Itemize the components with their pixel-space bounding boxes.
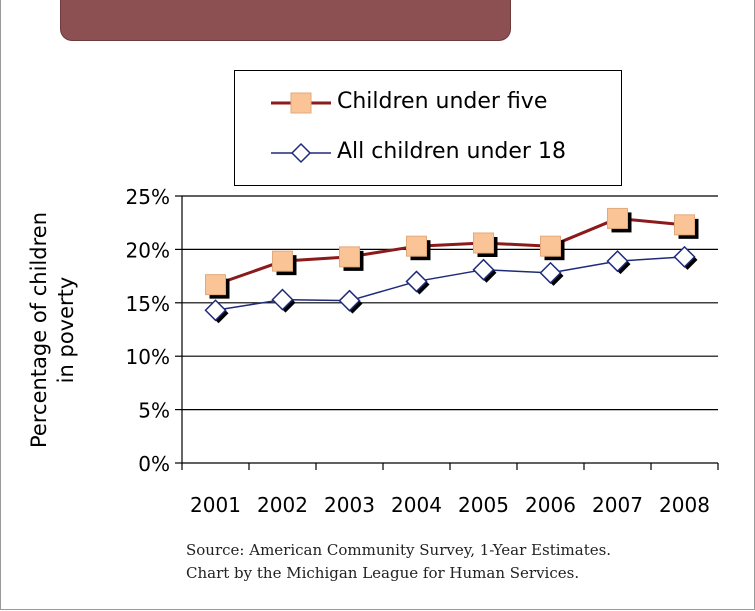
axes xyxy=(175,195,719,470)
data-point-under-five xyxy=(406,235,427,257)
x-tick-label: 2006 xyxy=(525,493,576,517)
source-note: Source: American Community Survey, 1-Yea… xyxy=(186,539,726,585)
x-tick-label: 2002 xyxy=(257,493,308,517)
x-tick-labels: 2001 2002 2003 2004 2005 2006 2007 2008 xyxy=(190,493,710,517)
gridlines xyxy=(182,195,718,411)
x-tick-label: 2004 xyxy=(391,493,442,517)
source-line-1: Source: American Community Survey, 1-Yea… xyxy=(186,541,612,559)
y-tick-label: 25% xyxy=(126,185,170,209)
data-point-under-five xyxy=(607,207,628,229)
data-point-under-18 xyxy=(472,258,495,281)
y-axis-label-line2: in poverty xyxy=(54,277,78,384)
x-tick-label: 2007 xyxy=(592,493,643,517)
x-tick-label: 2001 xyxy=(190,493,241,517)
y-axis-label-line1: Percentage of children xyxy=(27,212,51,448)
data-point-under-five xyxy=(205,274,226,296)
x-tick-label: 2008 xyxy=(659,493,710,517)
y-tick-label: 10% xyxy=(126,345,170,369)
data-point-under-18 xyxy=(271,288,294,311)
legend-swatch-under-18 xyxy=(271,142,331,164)
x-tick-label: 2005 xyxy=(458,493,509,517)
legend-label-under-18: All children under 18 xyxy=(337,139,566,164)
data-point-under-five xyxy=(272,250,293,272)
data-point-under-18 xyxy=(204,299,227,322)
series-line-under-18 xyxy=(215,256,685,312)
data-point-under-18 xyxy=(405,270,428,293)
y-tick-label: 5% xyxy=(138,399,170,423)
data-point-under-18 xyxy=(673,245,696,268)
legend-item-under-five: Children under five xyxy=(235,83,621,123)
data-point-under-18 xyxy=(338,289,361,312)
data-point-under-five xyxy=(473,232,494,254)
data-point-under-five xyxy=(674,214,695,236)
y-tick-label: 20% xyxy=(126,238,170,262)
source-line-2: Chart by the Michigan League for Human S… xyxy=(186,564,580,582)
title-banner xyxy=(60,0,511,41)
legend-item-under-18: All children under 18 xyxy=(235,133,621,173)
x-tick-label: 2003 xyxy=(324,493,375,517)
data-point-under-five xyxy=(540,235,561,257)
series-markers xyxy=(204,207,699,324)
y-tick-label: 15% xyxy=(126,292,170,316)
y-tick-labels: 0% 5% 10% 15% 20% 25% xyxy=(126,185,170,476)
data-point-under-18 xyxy=(539,261,562,284)
legend: Children under five All children under 1… xyxy=(234,70,622,186)
data-point-under-18 xyxy=(606,250,629,273)
legend-label-under-five: Children under five xyxy=(337,89,548,114)
legend-swatch-under-five xyxy=(271,92,331,114)
y-tick-label: 0% xyxy=(138,452,170,476)
data-point-under-five xyxy=(339,246,360,268)
